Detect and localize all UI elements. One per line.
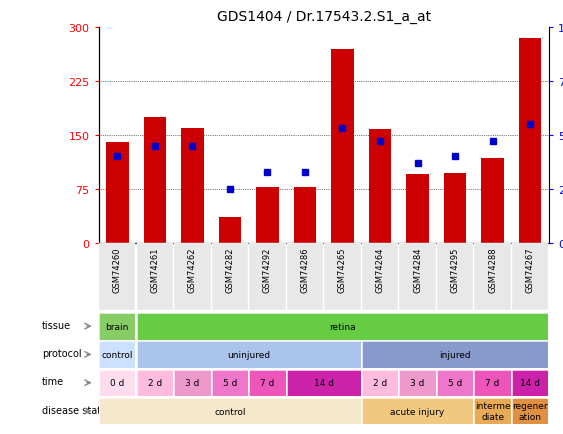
- Bar: [369, 130, 391, 243]
- Bar: [181, 128, 204, 243]
- Text: control: control: [214, 407, 245, 416]
- Text: regener
ation: regener ation: [512, 401, 548, 421]
- Text: GSM74260: GSM74260: [113, 247, 122, 293]
- Text: injured: injured: [439, 350, 471, 359]
- Text: GSM74284: GSM74284: [413, 247, 422, 293]
- Text: interme
diate: interme diate: [475, 401, 511, 421]
- Text: GSM74286: GSM74286: [301, 247, 310, 293]
- Title: GDS1404 / Dr.17543.2.S1_a_at: GDS1404 / Dr.17543.2.S1_a_at: [217, 10, 431, 24]
- Text: 0 d: 0 d: [110, 378, 124, 388]
- Bar: [294, 187, 316, 243]
- Text: GSM74262: GSM74262: [188, 247, 197, 293]
- Text: GSM74264: GSM74264: [376, 247, 385, 293]
- Text: uninjured: uninjured: [227, 350, 270, 359]
- Text: 2 d: 2 d: [373, 378, 387, 388]
- Text: GSM74267: GSM74267: [526, 247, 535, 293]
- Text: 5 d: 5 d: [448, 378, 462, 388]
- Text: protocol: protocol: [42, 348, 82, 358]
- Bar: [256, 187, 279, 243]
- Text: retina: retina: [329, 322, 356, 331]
- Text: control: control: [101, 350, 133, 359]
- Text: 3 d: 3 d: [185, 378, 199, 388]
- Text: 3 d: 3 d: [410, 378, 425, 388]
- Bar: [406, 175, 429, 243]
- Text: 14 d: 14 d: [520, 378, 540, 388]
- Text: disease state: disease state: [42, 404, 108, 414]
- Text: tissue: tissue: [42, 320, 72, 330]
- Bar: [444, 174, 466, 243]
- Text: time: time: [42, 376, 64, 386]
- Bar: [519, 39, 542, 243]
- Text: GSM74295: GSM74295: [450, 247, 459, 293]
- Text: 2 d: 2 d: [148, 378, 162, 388]
- Text: GSM74292: GSM74292: [263, 247, 272, 293]
- Text: brain: brain: [106, 322, 129, 331]
- Bar: [331, 49, 354, 243]
- Bar: [481, 158, 504, 243]
- Text: 7 d: 7 d: [260, 378, 275, 388]
- Text: GSM74261: GSM74261: [150, 247, 159, 293]
- Bar: [106, 143, 128, 243]
- Text: 7 d: 7 d: [485, 378, 500, 388]
- Text: GSM74282: GSM74282: [225, 247, 234, 293]
- Text: GSM74288: GSM74288: [488, 247, 497, 293]
- Text: 14 d: 14 d: [314, 378, 334, 388]
- Text: 5 d: 5 d: [223, 378, 237, 388]
- Bar: [218, 218, 241, 243]
- Text: acute injury: acute injury: [390, 407, 445, 416]
- Text: GSM74265: GSM74265: [338, 247, 347, 293]
- Bar: [144, 118, 166, 243]
